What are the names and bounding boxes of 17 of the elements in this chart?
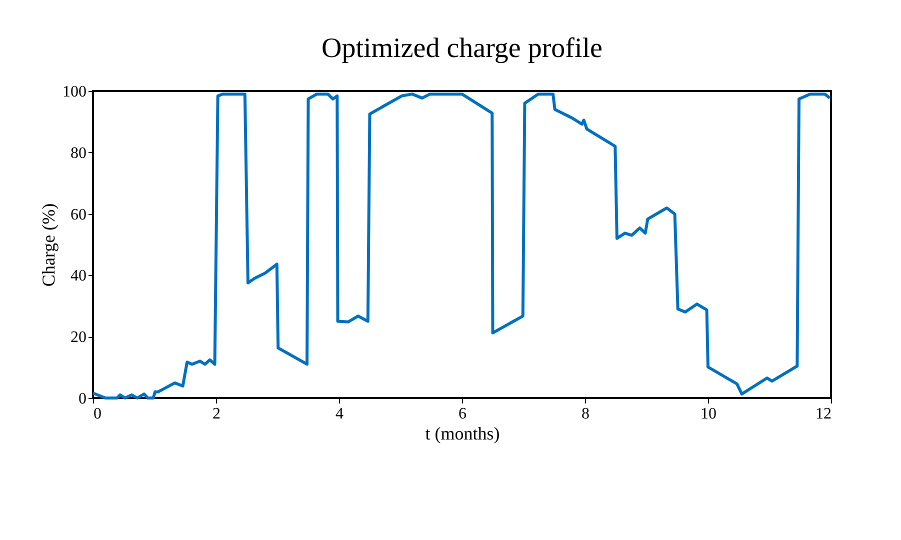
y-axis-title: Charge (%) bbox=[38, 203, 58, 287]
x-tick-label: 2 bbox=[212, 406, 220, 422]
x-tick-label: 4 bbox=[336, 406, 344, 422]
chart-title: Optimized charge profile bbox=[322, 33, 602, 64]
y-tick-label: 100 bbox=[62, 84, 86, 100]
y-tick-label: 60 bbox=[70, 206, 86, 224]
line-series bbox=[92, 92, 832, 400]
y-tick-label: 80 bbox=[70, 144, 86, 162]
y-tick-label: 20 bbox=[70, 329, 86, 346]
x-tick-label: 8 bbox=[582, 406, 590, 422]
x-axis-title: t (months) bbox=[425, 424, 500, 444]
x-tick-label: 6 bbox=[458, 406, 466, 422]
y-tick-label: 0 bbox=[78, 390, 86, 408]
y-tick-label: 40 bbox=[70, 268, 86, 285]
x-tick-label: 0 bbox=[94, 406, 102, 422]
x-tick-label: 12 bbox=[816, 406, 832, 422]
x-tick-label: 10 bbox=[700, 406, 716, 422]
